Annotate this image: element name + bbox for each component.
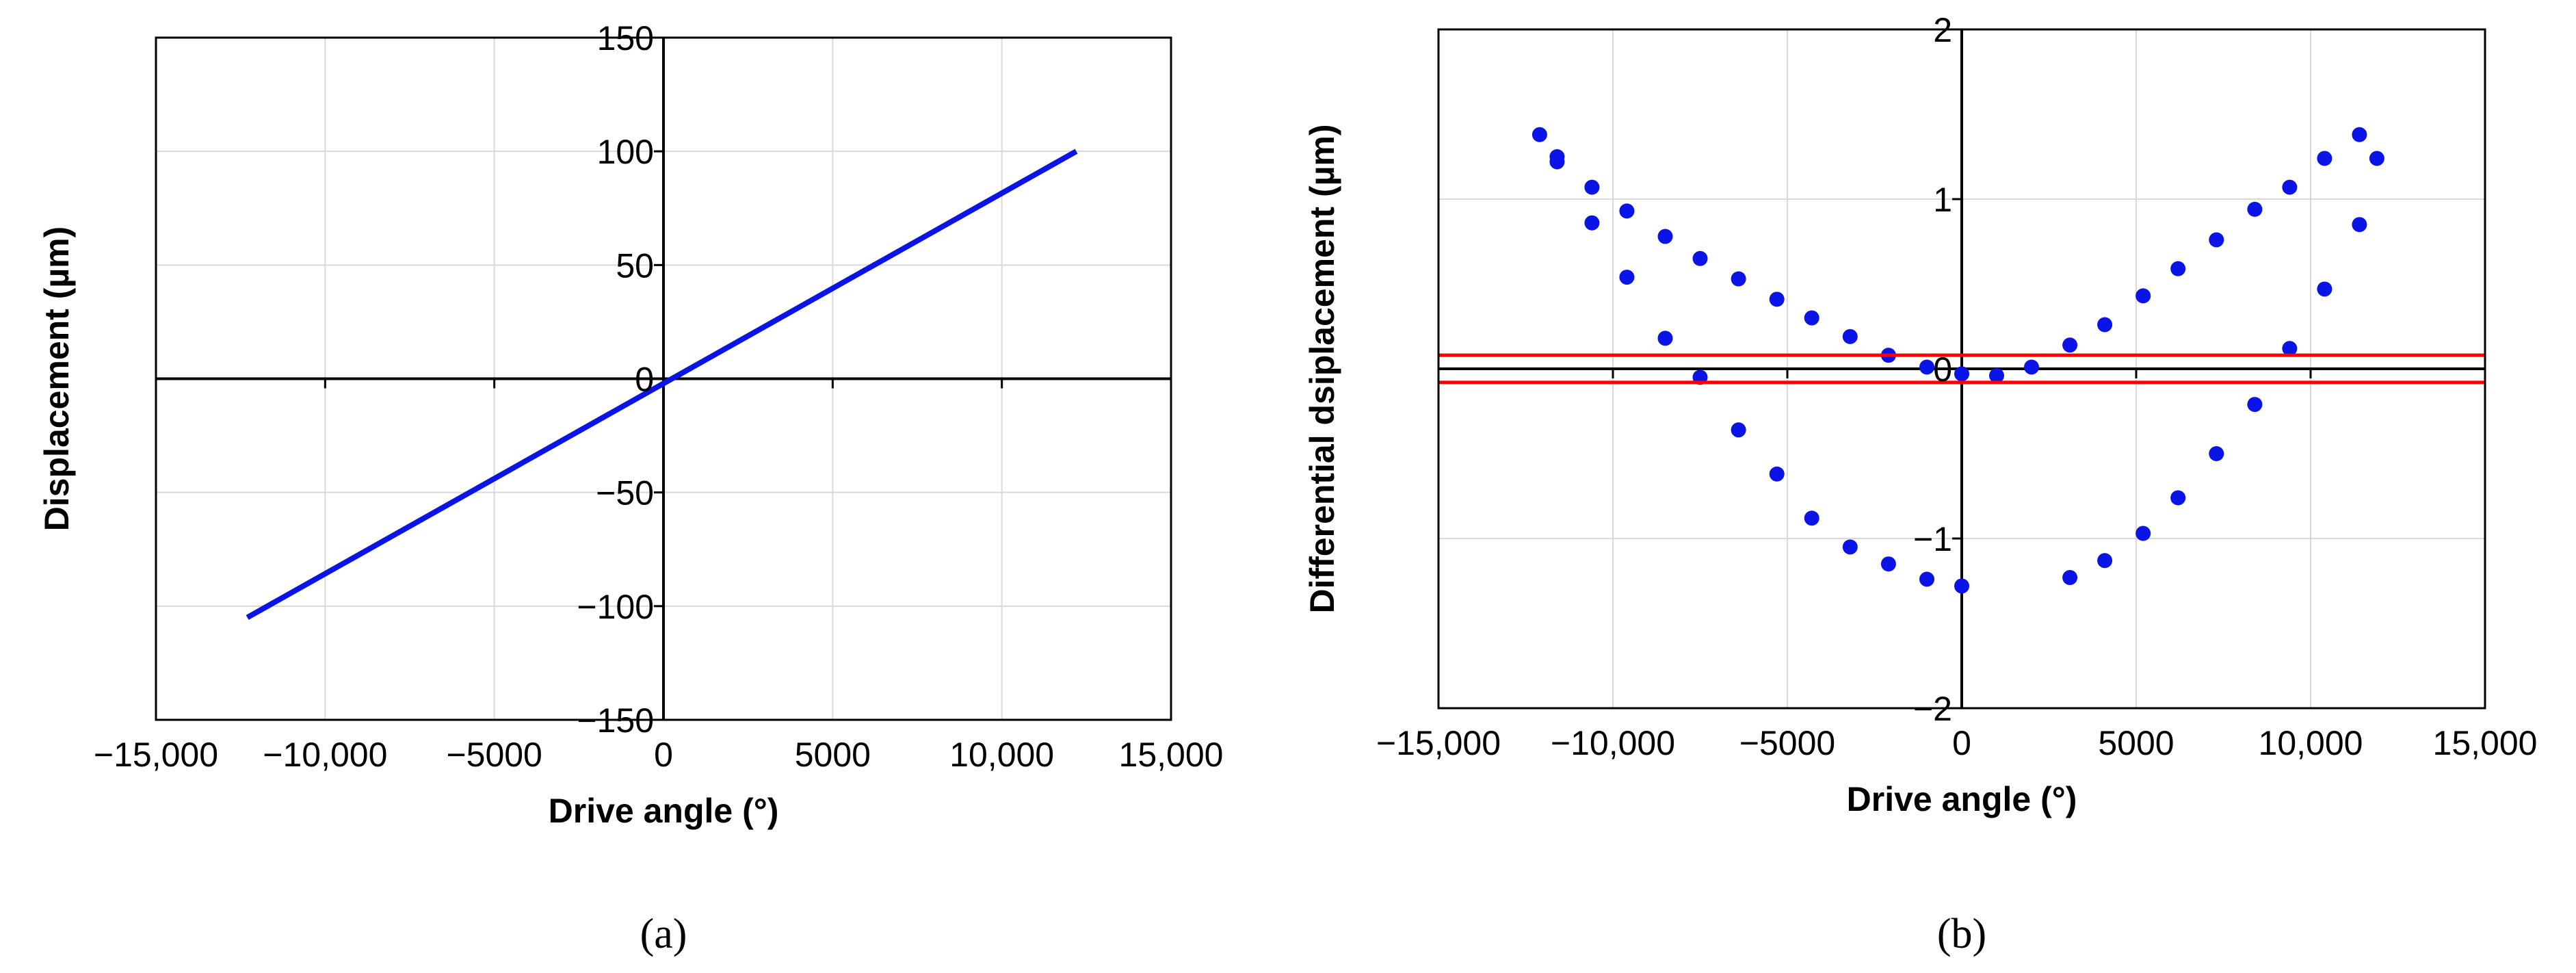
data-point	[1919, 571, 1934, 587]
data-point	[2369, 151, 2384, 166]
y-tick-label: 1	[1933, 181, 1952, 219]
data-point	[1657, 330, 1673, 346]
data-point	[2352, 217, 2367, 233]
data-point	[2097, 317, 2113, 333]
data-point	[1731, 422, 1746, 438]
data-point	[2247, 201, 2263, 217]
x-tick-label: −15,000	[94, 736, 218, 774]
y-axis-title: Displacement (µm)	[38, 226, 76, 532]
x-tick-label: 15,000	[2433, 724, 2538, 762]
x-tick-labels: −15,000 −10,000 −5000 0 5000 10,000 15,000	[94, 736, 1224, 774]
zero-axes	[156, 38, 1171, 720]
y-tick-label: 0	[635, 361, 654, 399]
y-axis-title: Differential dsiplacement (µm)	[1303, 124, 1341, 613]
plot-frame	[1437, 28, 2486, 710]
x-tick-label: −5000	[446, 736, 542, 774]
data-point	[2282, 341, 2298, 356]
chart-panel-b: −15,000 −10,000 −5000 0 5000 10,000 15,000 −2−…	[1303, 11, 2537, 957]
y-tick-label: 50	[616, 246, 654, 285]
data-point	[1804, 310, 1819, 326]
x-tick-label: −5000	[1739, 724, 1835, 762]
x-tick-label: 15,000	[1119, 736, 1224, 774]
x-tick-labels: −15,000 −10,000 −5000 0 5000 10,000 15,000	[1376, 724, 2538, 762]
data-point	[2317, 281, 2332, 297]
data-point	[2062, 337, 2078, 353]
y-tick-label: 0	[1933, 350, 1952, 389]
data-point	[2247, 397, 2263, 413]
data-point	[2135, 526, 2151, 541]
data-point	[1549, 154, 1565, 170]
chart-panel-a: −15,000 −10,000 −5000 0 5000 10,000 15,000 −15…	[38, 19, 1223, 957]
data-point	[1769, 291, 1785, 307]
data-point	[2282, 179, 2298, 195]
y-tick-label: −100	[577, 588, 654, 626]
data-point	[2170, 261, 2186, 276]
x-tick-label: 10,000	[2259, 724, 2363, 762]
data-point	[2097, 553, 2113, 569]
data-point	[1954, 578, 1969, 594]
series-line	[246, 148, 1078, 620]
x-tick-label: 5000	[2098, 724, 2174, 762]
y-tick-label: −1	[1913, 520, 1952, 558]
data-point	[1657, 229, 1673, 244]
data-series	[1532, 127, 2384, 594]
data-point	[1989, 367, 2004, 383]
data-point	[1619, 270, 1635, 285]
x-tick-label: 0	[654, 736, 673, 774]
x-tick-label: −10,000	[263, 736, 387, 774]
reference-lines	[1438, 353, 2485, 385]
data-point	[2209, 232, 2224, 248]
x-axis-title: Drive angle (°)	[1847, 780, 2077, 818]
data-point	[1731, 271, 1746, 287]
data-point	[1919, 359, 1934, 375]
data-point	[1769, 466, 1785, 482]
x-tick-label: −10,000	[1551, 724, 1675, 762]
x-axis-title: Drive angle (°)	[549, 792, 779, 830]
data-point	[1954, 366, 1969, 382]
data-point	[2209, 446, 2224, 461]
panel-label: (a)	[640, 911, 687, 957]
data-point	[2352, 127, 2367, 142]
data-point	[2024, 359, 2039, 375]
y-tick-label: −50	[596, 474, 654, 513]
x-tick-label: −15,000	[1376, 724, 1501, 762]
data-point	[1619, 203, 1635, 219]
plot-frame	[155, 36, 1172, 721]
data-point	[1842, 539, 1858, 555]
data-point	[1692, 250, 1708, 266]
data-point	[2170, 490, 2186, 506]
data-point	[2062, 570, 2078, 586]
data-point	[2135, 288, 2151, 304]
y-tick-label: 100	[597, 133, 654, 171]
x-tick-label: 0	[1952, 724, 1971, 762]
data-point	[1842, 328, 1858, 344]
panel-label: (b)	[1937, 911, 1986, 957]
data-point	[1880, 556, 1896, 572]
data-point	[1584, 215, 1600, 231]
x-tick-label: 10,000	[949, 736, 1054, 774]
data-series	[246, 148, 1078, 620]
x-tick-label: 5000	[795, 736, 871, 774]
data-point	[1804, 510, 1819, 526]
data-point	[2317, 151, 2332, 166]
data-point	[1532, 127, 1547, 142]
data-point	[1584, 179, 1600, 195]
